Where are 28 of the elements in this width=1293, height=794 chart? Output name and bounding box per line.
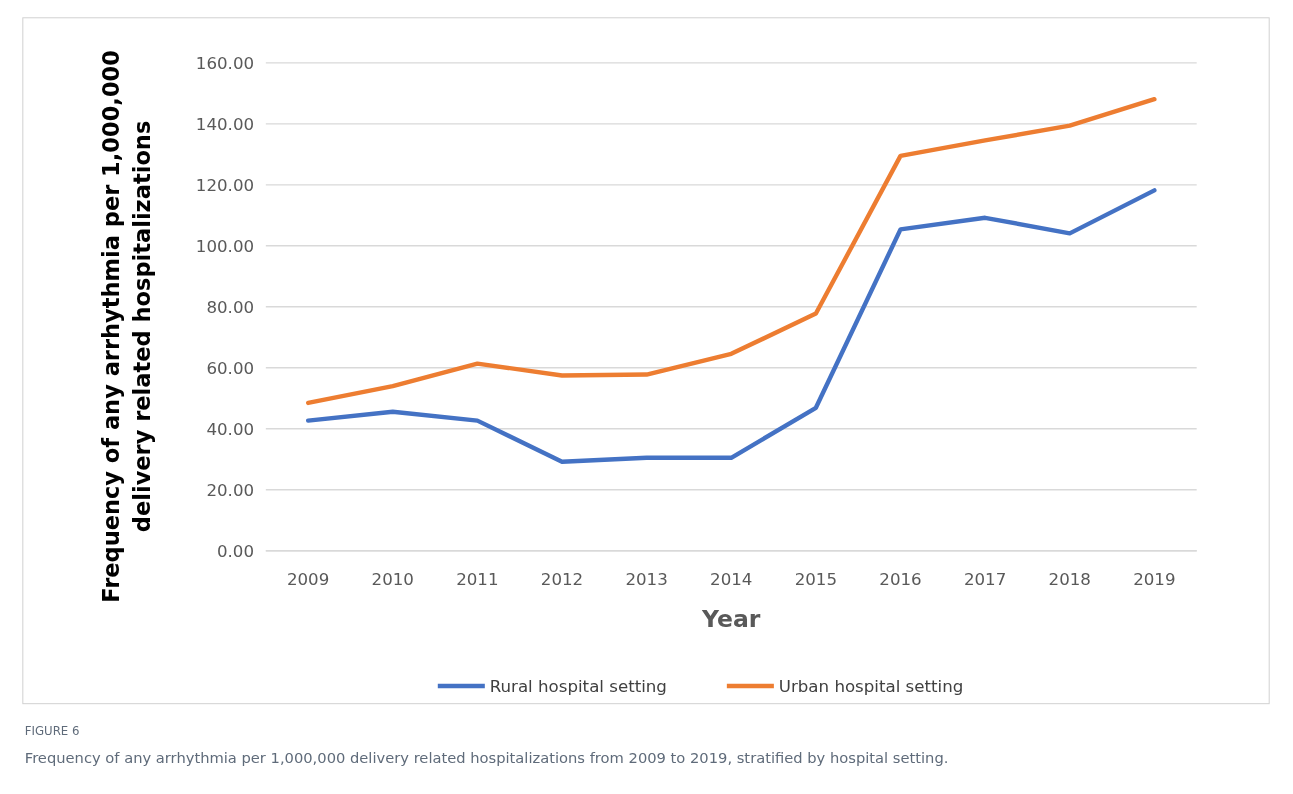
y-tick-label: 160.00 — [195, 53, 255, 73]
x-tick-label: 2011 — [456, 570, 499, 590]
text: Frequency of any arrhythmia per 1,000,000 delivery related hospitalizations from 2009 to 2019, stratified by hospital setting. — [24, 749, 949, 767]
x-tick-label: 2016 — [879, 570, 922, 590]
line-series — [305, 188, 1157, 464]
y-tick-label: 60.00 — [206, 358, 255, 378]
x-tick-label: 2013 — [625, 570, 668, 590]
x-tick-label: 2017 — [963, 570, 1007, 590]
x-tick-label: 2012 — [540, 570, 584, 590]
y-tick-label: 100.00 — [195, 236, 255, 256]
x-tick-label: 2015 — [794, 570, 838, 590]
line-series — [305, 96, 1157, 406]
y-axis-title: Frequency of any arrhythmia per 1,000,000 delivery related hospitalizations — [97, 50, 156, 603]
x-tick-label: 2010 — [371, 570, 414, 590]
x-tick-label: 2014 — [710, 570, 753, 590]
y-tick-label: 0.00 — [217, 541, 255, 561]
x-tick-label: 2009 — [286, 570, 330, 590]
x-axis-title: Year — [701, 605, 761, 634]
x-tick-label: 2018 — [1048, 570, 1091, 590]
y-tick-label: 80.00 — [206, 297, 255, 317]
y-tick-label: 40.00 — [206, 419, 255, 439]
y-tick-label: 140.00 — [195, 114, 255, 134]
caption: FIGURE 6 — [24, 724, 80, 739]
legend-label: Rural hospital setting — [489, 676, 667, 696]
x-tick-label: 2019 — [1133, 570, 1176, 590]
legend-label: Urban hospital setting — [778, 676, 964, 696]
y-tick-label: 120.00 — [195, 175, 255, 195]
y-tick-label: 20.00 — [206, 480, 255, 500]
